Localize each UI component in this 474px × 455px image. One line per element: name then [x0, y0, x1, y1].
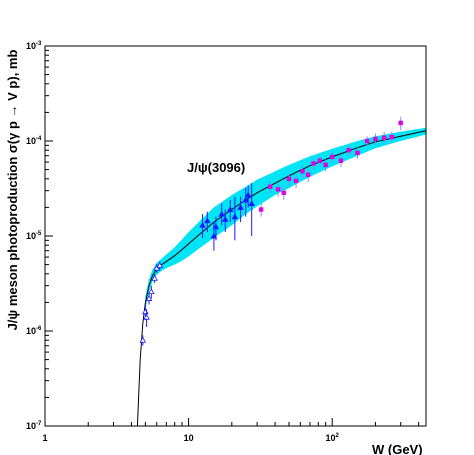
- data-point: [156, 262, 164, 268]
- data-point: [204, 217, 211, 224]
- y-tick-label: 10-5: [26, 231, 42, 241]
- x-axis-label: W (GeV): [372, 442, 423, 455]
- data-point: [338, 158, 344, 163]
- data-point: [300, 169, 305, 174]
- data-point: [244, 191, 252, 198]
- y-tick-label: 10-3: [26, 41, 42, 51]
- axis-ticks-layer: 1 10 102 10-7 10-6 10-5 10-4 10-3: [26, 41, 420, 443]
- data-points-layer: [139, 116, 403, 346]
- data-point: [305, 172, 311, 178]
- y-tick-label: 10-6: [26, 326, 42, 336]
- data-point: [346, 148, 351, 153]
- data-point: [293, 178, 299, 184]
- y-axis-label: J/ψ meson photoproduction σ(γ p → V p), …: [5, 50, 20, 331]
- y-tick-label: 10-4: [26, 136, 42, 146]
- data-point: [281, 190, 286, 195]
- data-point: [221, 215, 229, 222]
- data-point: [231, 213, 239, 220]
- data-point: [398, 120, 403, 126]
- data-point: [381, 135, 387, 141]
- data-point: [267, 184, 273, 189]
- data-point: [199, 221, 206, 228]
- uncertainty-band-layer: [145, 127, 426, 310]
- data-point: [389, 134, 394, 140]
- data-point: [329, 154, 335, 160]
- data-point: [242, 196, 250, 203]
- data-point: [364, 138, 370, 144]
- data-point: [258, 207, 264, 212]
- data-point: [148, 288, 155, 295]
- data-point: [275, 187, 281, 192]
- x-tick-label: 10: [184, 433, 194, 443]
- data-point: [226, 206, 234, 212]
- data-point: [218, 210, 225, 217]
- data-point: [139, 336, 147, 343]
- data-point: [145, 295, 153, 301]
- data-point: [373, 136, 378, 142]
- uncertainty-band: [145, 127, 426, 310]
- plot-frame: [44, 45, 427, 427]
- x-tick-label: 102: [326, 433, 340, 443]
- data-point: [323, 162, 328, 168]
- data-point: [317, 158, 323, 163]
- data-point: [212, 223, 220, 230]
- x-tick-label: 1: [42, 433, 47, 443]
- data-point: [311, 161, 316, 166]
- y-tick-label: 10-7: [26, 421, 42, 431]
- chart-annotation: J/ψ(3096): [187, 160, 245, 175]
- data-point: [151, 274, 158, 281]
- data-point: [143, 313, 150, 320]
- data-point: [355, 150, 360, 156]
- data-point: [210, 232, 218, 239]
- data-point: [237, 203, 244, 210]
- data-point: [142, 308, 149, 315]
- data-point: [248, 200, 255, 206]
- data-point: [286, 176, 292, 182]
